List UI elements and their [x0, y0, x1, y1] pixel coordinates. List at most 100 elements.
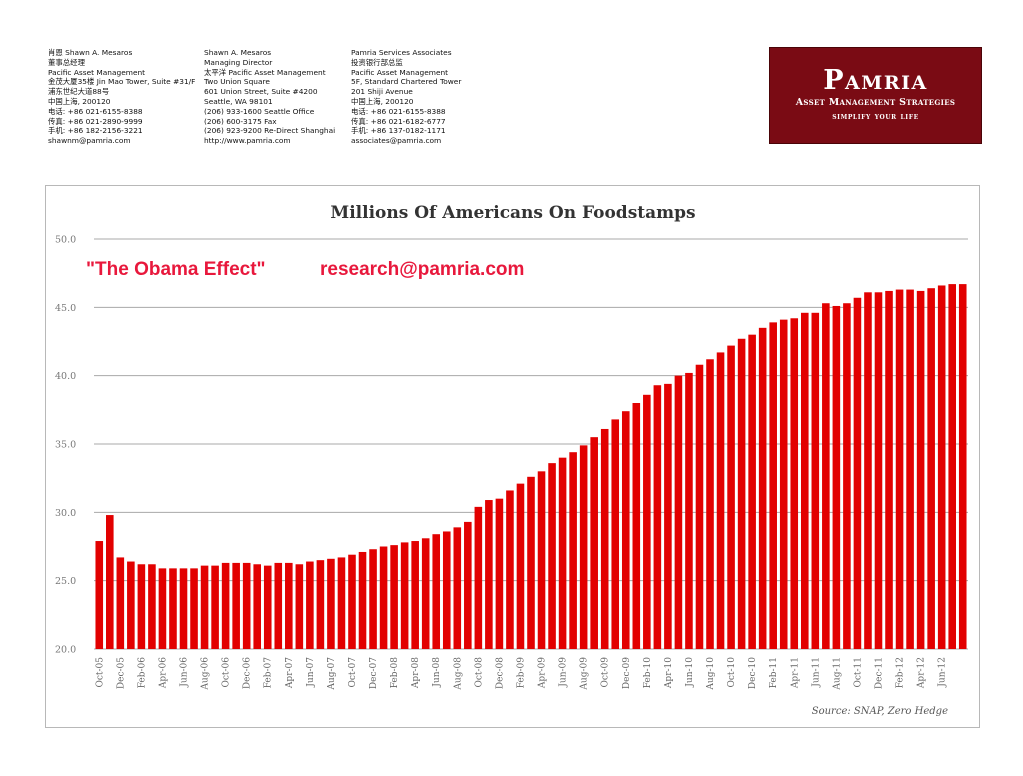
bar-Sep-11 [843, 303, 851, 649]
bar-Nov-07 [358, 551, 367, 649]
bar-Jun-07 [306, 561, 314, 649]
bar-Jun-12 [937, 285, 946, 649]
bar-Mar-09 [527, 476, 535, 649]
bar-Feb-06 [137, 564, 146, 649]
x-tick-label: Jun-06 [180, 657, 190, 688]
bar-Jun-11 [811, 312, 820, 649]
x-tick-label: Aug-09 [580, 657, 590, 691]
bar-Oct-07 [348, 554, 356, 649]
bar-Jun-09 [558, 457, 567, 649]
logo-brand: Pamria [823, 65, 928, 96]
contact-line: 肖恩 Shawn A. Mesaros [48, 48, 133, 57]
x-tick-label: Apr-07 [285, 657, 295, 689]
bar-Apr-06 [158, 568, 167, 649]
x-tick-label: Dec-07 [369, 657, 379, 689]
bar-Sep-08 [464, 521, 472, 649]
bar-Jan-12 [885, 290, 893, 649]
x-tick-label: Apr-08 [411, 657, 421, 689]
bar-Aug-08 [453, 527, 462, 649]
x-tick-label: Dec-08 [495, 657, 505, 689]
y-tick-label: 35.0 [55, 440, 76, 451]
bar-Jan-11 [758, 327, 767, 649]
bar-Sep-07 [337, 557, 346, 649]
bar-Feb-12 [895, 289, 904, 649]
bar-Jan-06 [127, 561, 135, 649]
x-tick-label: Oct-07 [348, 657, 358, 688]
x-tick-label: Feb-12 [896, 657, 906, 688]
bar-Jan-08 [379, 546, 388, 649]
x-tick-label: Aug-07 [327, 657, 337, 691]
bar-Oct-06 [221, 562, 230, 649]
bar-Oct-09 [600, 428, 609, 649]
bar-May-11 [800, 312, 809, 649]
y-tick-label: 50.0 [55, 235, 76, 246]
y-tick-label: 20.0 [55, 645, 76, 656]
x-tick-label: Jun-10 [685, 657, 695, 688]
contact-line: 手机: +86 182-2156-3221 [48, 126, 143, 136]
contact-line: shawnm@pamria.com [48, 136, 131, 146]
bar-Oct-05 [95, 541, 104, 649]
foodstamps-bar-chart: Millions Of Americans On Foodstamps 20.0… [55, 203, 968, 717]
bar-Mar-07 [274, 562, 283, 649]
contact-line: 电话: +86 021-6155-8388 [48, 106, 143, 116]
bar-Sep-09 [590, 437, 598, 649]
contact-line: Managing Director [204, 57, 273, 67]
bar-Nov-08 [485, 500, 493, 649]
contact-column-associates: Pamria Services Associates 投资银行部总监 Pacific… [351, 48, 461, 146]
x-tick-label: Aug-11 [832, 657, 842, 691]
bar-Dec-11 [874, 292, 883, 649]
bar-Nov-06 [232, 562, 240, 649]
bar-Mar-10 [653, 385, 662, 649]
annotation-email: research@pamria.com [320, 259, 524, 280]
contact-line: Pacific Asset Management [351, 67, 449, 77]
bar-Aug-12 [958, 284, 967, 649]
x-tick-label: Feb-06 [137, 657, 147, 689]
bar-Apr-10 [664, 383, 672, 649]
contact-line: 201 Shiji Avenue [351, 87, 413, 97]
bar-Jul-07 [316, 560, 325, 649]
contact-line: 太平洋 Pacific Asset Management [204, 67, 326, 77]
contact-line: (206) 923-9200 Re-Direct Shanghai [204, 126, 336, 136]
contact-column-seattle: Shawn A. Mesaros Managing Director 太平洋 Pac… [204, 48, 335, 146]
x-tick-label: Jun-08 [432, 657, 442, 688]
bar-Jul-10 [695, 364, 704, 649]
contact-line: 中国上海, 200120 [48, 96, 111, 106]
bar-Feb-09 [516, 483, 525, 649]
bar-Jul-06 [190, 568, 198, 649]
bar-Nov-05 [106, 515, 114, 649]
contact-line: 电话: +86 021-6155-8388 [351, 106, 446, 116]
logo-tagline: Asset Management Strategies [795, 97, 956, 108]
bar-Jun-06 [179, 568, 188, 649]
y-tick-label: 40.0 [55, 371, 76, 382]
bar-Apr-11 [790, 318, 799, 649]
bar-Aug-06 [200, 565, 209, 649]
bar-May-07 [295, 564, 304, 649]
bar-Oct-08 [474, 506, 483, 649]
bar-Dec-07 [369, 549, 377, 649]
bar-Nov-11 [864, 292, 872, 649]
contact-line: http://www.pamria.com [204, 136, 291, 146]
annotation-obama-effect: "The Obama Effect" [86, 259, 266, 280]
bar-Aug-07 [327, 558, 335, 649]
bar-Oct-11 [853, 297, 862, 649]
bar-Feb-10 [643, 394, 651, 649]
bar-Sep-10 [716, 352, 725, 649]
contact-line: 投资银行部总监 [351, 57, 403, 67]
x-tick-label: Jun-12 [938, 657, 948, 688]
x-tick-label: Feb-11 [769, 657, 779, 688]
bar-Feb-11 [769, 322, 777, 649]
x-tick-label: Aug-06 [201, 657, 211, 691]
contact-line: Pamria Services Associates [351, 48, 452, 57]
bar-Apr-08 [411, 541, 419, 649]
x-tick-label: Aug-08 [453, 657, 463, 691]
bar-Jul-11 [822, 303, 830, 649]
chart-title: Millions Of Americans On Foodstamps [330, 203, 695, 223]
x-tick-label: Apr-12 [917, 657, 927, 689]
y-tick-label: 45.0 [55, 303, 76, 314]
bar-Mar-06 [148, 564, 156, 649]
bar-May-06 [169, 568, 177, 649]
contact-line: Pacific Asset Management [48, 67, 146, 77]
bar-Jun-10 [685, 372, 693, 649]
bar-Jul-12 [948, 284, 956, 649]
x-tick-label: Feb-07 [264, 657, 274, 689]
